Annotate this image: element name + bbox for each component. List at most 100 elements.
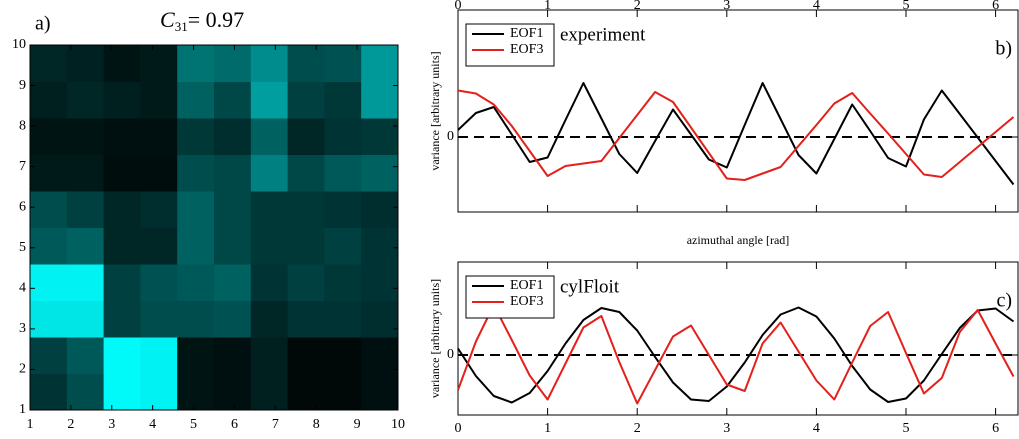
heatmap-cell <box>214 191 252 228</box>
legend-label: EOF1 <box>510 26 543 41</box>
heatmap-cell <box>287 227 325 265</box>
heatmap-cell <box>250 227 289 265</box>
x-tick-label: 5 <box>190 417 197 432</box>
heatmap-cell <box>361 373 399 411</box>
heatmap-cell <box>361 81 399 119</box>
heatmap-cell <box>250 191 289 228</box>
x-tick-label: 2 <box>634 0 641 13</box>
heatmap-cell <box>66 227 105 265</box>
heatmap-cell <box>103 264 141 301</box>
heatmap-cell <box>140 154 178 192</box>
x-tick-label: 5 <box>903 421 910 436</box>
heatmap-cell <box>361 227 399 265</box>
y-tick-label: 5 <box>19 240 26 255</box>
heatmap-cell <box>140 191 178 228</box>
heatmap-cell <box>214 227 252 265</box>
annotation: experiment <box>560 24 646 45</box>
x-tick-label: 7 <box>272 417 279 432</box>
heatmap-cell <box>30 45 68 82</box>
heatmap-cell <box>324 264 362 301</box>
heatmap-cell <box>66 300 105 338</box>
heatmap-cell <box>287 154 325 192</box>
y-axis-label: variance [arbitrary units] <box>428 279 442 398</box>
x-tick-label: 10 <box>391 417 405 432</box>
heatmap-cell <box>66 191 105 228</box>
legend-label: EOF3 <box>510 42 543 57</box>
y-tick-label: 1 <box>19 402 26 417</box>
panel-label: b) <box>995 38 1012 60</box>
x-tick-label: 4 <box>813 0 820 13</box>
heatmap-cell <box>103 300 141 338</box>
heatmap-cell <box>66 118 105 155</box>
x-tick-label: 1 <box>544 0 551 13</box>
heatmap-cell <box>177 81 215 119</box>
heatmap-cell <box>324 81 362 119</box>
heatmap-cell <box>177 45 215 82</box>
heatmap-cell <box>324 373 362 411</box>
heatmap-cell <box>66 81 105 119</box>
legend-box <box>465 275 555 319</box>
heatmap-cell <box>30 300 68 338</box>
heatmap-cell <box>103 154 141 192</box>
heatmap-cell <box>30 264 68 301</box>
heatmap-cell <box>287 45 325 82</box>
heatmap-cell <box>30 227 68 265</box>
x-tick-label: 9 <box>354 417 361 432</box>
heatmap-cell <box>361 337 399 374</box>
x-tick-label: 1 <box>544 421 551 436</box>
series-line <box>457 82 1015 186</box>
heatmap-cell <box>140 337 178 374</box>
heatmap-cell <box>250 373 289 411</box>
heatmap-cell <box>287 81 325 119</box>
heatmap-cell <box>324 300 362 338</box>
heatmap-cell <box>177 227 215 265</box>
x-tick-label: 0 <box>455 0 462 13</box>
heatmap-cell <box>177 300 215 338</box>
heatmap-cell <box>324 337 362 374</box>
heatmap-cell <box>287 337 325 374</box>
heatmap-cell <box>30 191 68 228</box>
x-tick-label: 6 <box>992 0 999 13</box>
heatmap-cell <box>324 45 362 82</box>
y-tick-label: 2 <box>19 362 26 377</box>
heatmap-cell <box>214 154 252 192</box>
heatmap-cell <box>361 264 399 301</box>
heatmap-cell <box>30 154 68 192</box>
x-tick-label: 3 <box>723 0 730 13</box>
title-value: = 0.97 <box>188 7 244 32</box>
x-tick-label: 2 <box>634 421 641 436</box>
heatmap-cell <box>177 154 215 192</box>
heatmap-cell <box>250 81 289 119</box>
x-tick-label: 3 <box>108 417 115 432</box>
heatmap-cell <box>103 337 141 374</box>
heatmap-cell <box>140 264 178 301</box>
y-tick-label: 10 <box>12 37 26 52</box>
heatmap-cell <box>287 264 325 301</box>
heatmap-cell <box>361 191 399 228</box>
x-tick-label: 2 <box>67 417 74 432</box>
heatmap-cell <box>250 264 289 301</box>
x-axis-label: azimuthal angle [rad] <box>687 233 790 247</box>
heatmap-cell <box>361 118 399 155</box>
title-subscript: 31 <box>175 19 188 34</box>
heatmap-cell <box>250 300 289 338</box>
y-tick-label: 8 <box>19 118 26 133</box>
heatmap-cell <box>214 264 252 301</box>
x-tick-label: 3 <box>723 421 730 436</box>
heatmap-cell <box>177 264 215 301</box>
heatmap-cell <box>140 118 178 155</box>
heatmap-cell <box>361 300 399 338</box>
heatmap-cell <box>177 337 215 374</box>
series-line <box>457 89 1015 181</box>
heatmap-cell <box>324 191 362 228</box>
heatmap-cell <box>140 45 178 82</box>
heatmap-cell <box>214 118 252 155</box>
heatmap-cell <box>287 300 325 338</box>
heatmap-cell <box>66 154 105 192</box>
heatmap-cell <box>30 337 68 374</box>
heatmap-cell <box>361 154 399 192</box>
x-tick-label: 6 <box>231 417 238 432</box>
legend-box <box>465 23 555 67</box>
y-axis-label: variance [arbitrary units] <box>428 51 442 170</box>
heatmap-cell <box>103 81 141 119</box>
